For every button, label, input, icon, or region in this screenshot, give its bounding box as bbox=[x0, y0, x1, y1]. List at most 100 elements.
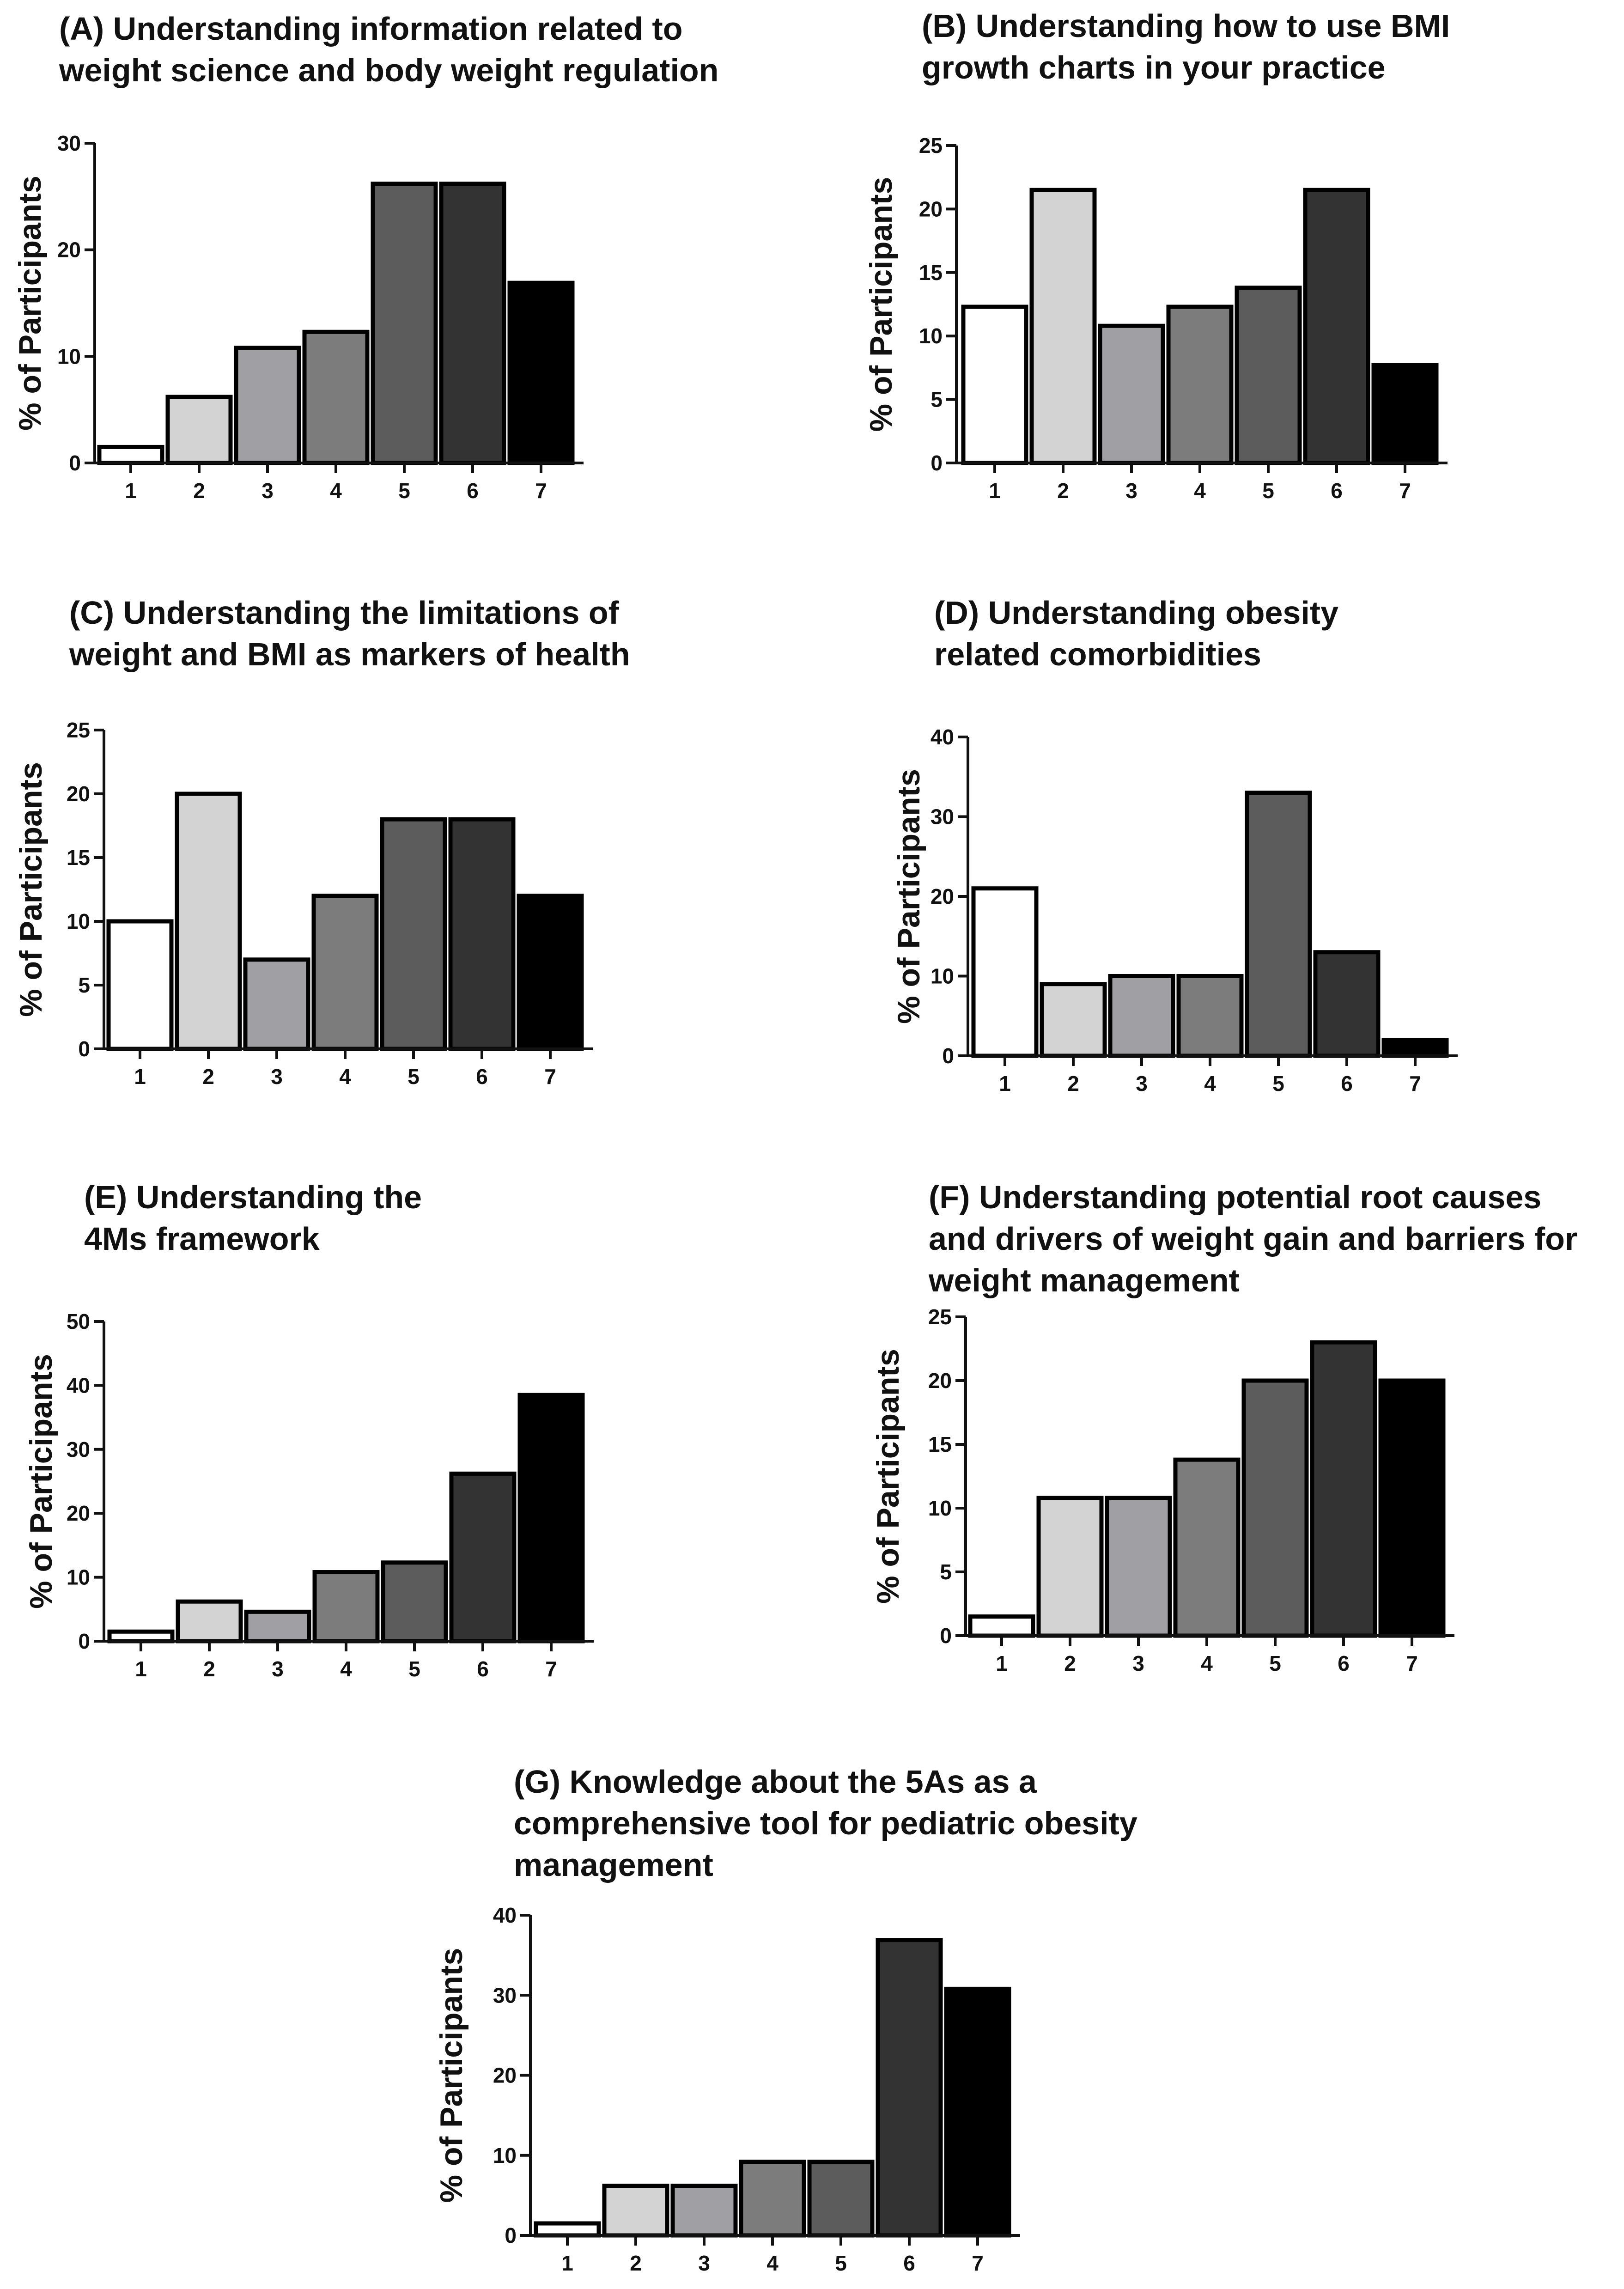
panel-c: (C) Understanding the limitations of weig… bbox=[13, 595, 630, 1089]
panel-title-line: 4Ms framework bbox=[84, 1221, 320, 1257]
x-tick-label: 1 bbox=[996, 1651, 1008, 1675]
bar-7 bbox=[517, 1393, 585, 1644]
bar-3 bbox=[234, 346, 301, 465]
x-tick-label: 4 bbox=[766, 2251, 779, 2275]
panel-title-line: weight management bbox=[928, 1262, 1240, 1298]
panel-title-line: (C) Understanding the limitations of bbox=[69, 595, 620, 631]
panel-title-line: management bbox=[514, 1847, 713, 1883]
bar-1 bbox=[534, 2221, 601, 2238]
bar-7 bbox=[507, 280, 575, 465]
y-tick-label: 5 bbox=[931, 388, 943, 412]
x-tick-label: 4 bbox=[1194, 479, 1206, 503]
y-tick-label: 5 bbox=[940, 1560, 952, 1584]
bar-3 bbox=[1105, 1496, 1172, 1638]
bar-4 bbox=[302, 329, 370, 465]
panel-title-line: weight and BMI as markers of health bbox=[69, 636, 630, 672]
y-tick-label: 20 bbox=[919, 197, 943, 221]
y-tick-label: 10 bbox=[57, 344, 81, 368]
y-tick-label: 0 bbox=[505, 2223, 517, 2247]
y-tick-label: 10 bbox=[919, 324, 943, 348]
y-tick-label: 20 bbox=[67, 1501, 90, 1525]
x-tick-label: 6 bbox=[1338, 1651, 1350, 1675]
panel-d: (D) Understanding obesity related comorbi… bbox=[891, 595, 1458, 1096]
bar-2 bbox=[176, 1599, 243, 1644]
y-tick-label: 10 bbox=[67, 1565, 90, 1589]
panel-e: (E) Understanding the 4Ms framework 0 10 20 3… bbox=[24, 1179, 594, 1681]
panel-title-line: (E) Understanding the bbox=[84, 1179, 422, 1215]
x-tick-label: 1 bbox=[135, 1657, 147, 1681]
x-tick-label: 3 bbox=[1132, 1651, 1144, 1675]
y-tick-label: 0 bbox=[78, 1629, 90, 1653]
bar-3 bbox=[1108, 974, 1175, 1058]
bar-7 bbox=[1378, 1378, 1446, 1638]
panel-b: (B) Understanding how to use BMI growth c… bbox=[864, 8, 1450, 503]
x-tick-label: 1 bbox=[561, 2251, 573, 2275]
y-tick-label: 50 bbox=[67, 1309, 90, 1333]
x-tick-label: 1 bbox=[989, 479, 1001, 503]
x-tick-label: 4 bbox=[1201, 1651, 1213, 1675]
bar-2 bbox=[165, 395, 233, 465]
x-tick-label: 3 bbox=[272, 1657, 284, 1681]
y-tick-label: 20 bbox=[67, 782, 90, 806]
bar-3 bbox=[243, 957, 310, 1051]
y-tick-label: 15 bbox=[919, 261, 943, 285]
bar-1 bbox=[97, 444, 164, 465]
y-tick-label: 15 bbox=[928, 1432, 952, 1456]
y-tick-label: 20 bbox=[931, 884, 954, 908]
bar-4 bbox=[312, 1570, 380, 1644]
y-tick-label: 0 bbox=[78, 1037, 90, 1061]
x-tick-label: 7 bbox=[535, 479, 547, 503]
y-tick-label: 0 bbox=[942, 1044, 954, 1068]
y-tick-label: 5 bbox=[78, 973, 90, 997]
panel-a: (A) Understanding information related to… bbox=[12, 11, 718, 503]
x-tick-label: 7 bbox=[972, 2251, 984, 2275]
bar-4 bbox=[1166, 304, 1234, 465]
bar-6 bbox=[1303, 188, 1370, 465]
bar-1 bbox=[961, 304, 1028, 465]
y-axis-label: % of Participants bbox=[864, 177, 899, 432]
bar-2 bbox=[1040, 982, 1107, 1058]
panel-title-line: (B) Understanding how to use BMI bbox=[922, 8, 1450, 44]
bar-5 bbox=[807, 2160, 875, 2238]
bar-6 bbox=[439, 182, 506, 465]
x-tick-label: 3 bbox=[271, 1065, 283, 1089]
x-tick-label: 2 bbox=[1057, 479, 1069, 503]
x-tick-label: 1 bbox=[134, 1065, 146, 1089]
y-tick-label: 20 bbox=[493, 2064, 517, 2088]
x-tick-label: 6 bbox=[1341, 1071, 1353, 1096]
y-tick-label: 10 bbox=[928, 1496, 952, 1520]
x-tick-label: 1 bbox=[125, 479, 137, 503]
x-tick-label: 5 bbox=[1272, 1071, 1284, 1096]
bar-4 bbox=[311, 894, 379, 1051]
x-tick-label: 5 bbox=[1262, 479, 1274, 503]
panel-title-line: comprehensive tool for pediatric obesity bbox=[514, 1805, 1137, 1841]
y-tick-label: 20 bbox=[57, 238, 81, 262]
panel-f: (F) Understanding potential root causes a… bbox=[870, 1179, 1577, 1675]
x-tick-label: 6 bbox=[476, 1065, 488, 1089]
y-tick-label: 30 bbox=[931, 805, 954, 829]
x-tick-label: 2 bbox=[630, 2251, 642, 2275]
bar-6 bbox=[448, 817, 516, 1051]
panel-title-line: weight science and body weight regulatio… bbox=[59, 52, 718, 88]
y-tick-label: 25 bbox=[919, 134, 943, 158]
x-tick-label: 1 bbox=[999, 1071, 1011, 1096]
x-tick-label: 2 bbox=[1067, 1071, 1079, 1096]
bar-3 bbox=[670, 2184, 738, 2238]
x-tick-label: 2 bbox=[193, 479, 205, 503]
bar-7 bbox=[1381, 1038, 1449, 1058]
x-tick-label: 5 bbox=[1269, 1651, 1281, 1675]
x-tick-label: 3 bbox=[698, 2251, 710, 2275]
panel-g: (G) Knowledge about the 5As as a comprehe… bbox=[434, 1764, 1137, 2275]
y-tick-label: 15 bbox=[67, 846, 90, 870]
y-tick-label: 0 bbox=[69, 451, 81, 475]
x-tick-label: 5 bbox=[408, 1065, 420, 1089]
y-tick-label: 30 bbox=[493, 1983, 517, 2007]
y-tick-label: 10 bbox=[493, 2143, 517, 2167]
x-tick-label: 5 bbox=[398, 479, 410, 503]
y-tick-label: 25 bbox=[67, 718, 90, 742]
bar-7 bbox=[1371, 363, 1439, 465]
y-tick-label: 30 bbox=[57, 131, 81, 155]
x-tick-label: 6 bbox=[467, 479, 479, 503]
bar-1 bbox=[971, 886, 1039, 1058]
